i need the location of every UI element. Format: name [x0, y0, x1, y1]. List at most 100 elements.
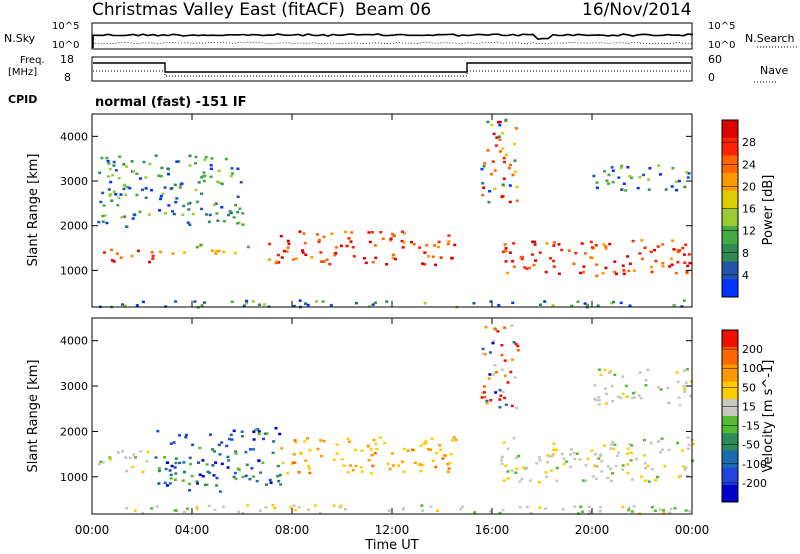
heatmap-cell-1-2 — [429, 448, 432, 451]
heatmap-cell-0-2 — [322, 235, 326, 239]
heatmap-cell-0-4 — [497, 135, 501, 138]
heatmap-cell-1-3 — [480, 391, 484, 395]
heatmap-cell-1-1 — [252, 475, 255, 478]
heatmap-cell-1-1 — [212, 474, 216, 477]
heatmap-cell-1-2 — [351, 468, 355, 472]
y-tick-label: 4000 — [60, 130, 88, 143]
heatmap-cell-1-5 — [656, 385, 660, 389]
velocity-y-axis: 1000 2000 3000 4000 — [60, 335, 692, 484]
heatmap-cell-0-4 — [515, 199, 519, 202]
date-title: 16/Nov/2014 — [582, 0, 692, 20]
heatmap-cell-1-3 — [489, 399, 493, 402]
heatmap-cell-1-1 — [198, 473, 202, 476]
heatmap-cell-0-5 — [208, 213, 212, 217]
heatmap-cell-1-6 — [669, 507, 673, 511]
heatmap-cell-1-1 — [189, 462, 193, 466]
heatmap-cell-1-0 — [145, 460, 149, 463]
heatmap-cell-0-5 — [101, 214, 105, 218]
heatmap-cell-1-4 — [600, 460, 604, 463]
heatmap-cell-1-5 — [639, 396, 643, 400]
heatmap-cell-1-1 — [226, 466, 230, 469]
heatmap-cell-1-6 — [436, 509, 440, 512]
freq-frame — [91, 56, 693, 82]
heatmap-cell-0-7 — [605, 179, 609, 182]
heatmap-cell-1-6 — [125, 507, 128, 510]
heatmap-cell-1-4 — [663, 464, 667, 468]
colorbar-tick-label: -100 — [742, 458, 767, 471]
heatmap-cell-1-5 — [619, 396, 623, 400]
heatmap-cell-1-4 — [514, 456, 518, 460]
heatmap-cell-1-1 — [268, 478, 272, 482]
heatmap-cell-1-6 — [653, 509, 657, 512]
nsearch-label: N.Search — [745, 32, 795, 45]
heatmap-cell-0-3 — [675, 248, 679, 252]
heatmap-cell-0-5 — [159, 194, 163, 198]
colorbar-swatch — [722, 347, 738, 365]
heatmap-cell-1-5 — [659, 388, 663, 391]
heatmap-cell-0-4 — [490, 123, 494, 127]
heatmap-cell-0-3 — [661, 262, 665, 265]
heatmap-cell-0-7 — [636, 186, 640, 190]
heatmap-cell-1-4 — [615, 454, 619, 458]
heatmap-cell-0-3 — [608, 242, 612, 246]
heatmap-cell-0-2 — [370, 231, 374, 234]
heatmap-cell-1-2 — [452, 436, 456, 439]
heatmap-cell-1-4 — [569, 448, 573, 451]
heatmap-cell-0-4 — [504, 118, 508, 122]
colorbar-swatch — [722, 190, 738, 209]
heatmap-cell-0-2 — [325, 258, 329, 261]
heatmap-cell-0-2 — [328, 262, 332, 266]
heatmap-cell-1-1 — [241, 475, 245, 479]
heatmap-cell-1-5 — [603, 368, 607, 372]
heatmap-cell-0-5 — [200, 176, 204, 179]
heatmap-cell-0-6 — [472, 302, 476, 305]
heatmap-cell-0-6 — [672, 304, 676, 307]
heatmap-cell-0-3 — [661, 243, 665, 246]
heatmap-cell-1-5 — [666, 386, 670, 390]
heatmap-cell-0-3 — [525, 267, 529, 270]
y-tick-label: 1000 — [60, 471, 88, 484]
x-tick-label: 20:00 — [575, 523, 610, 537]
heatmap-cell-0-3 — [567, 249, 571, 252]
heatmap-cell-0-6 — [680, 305, 684, 308]
heatmap-cell-0-6 — [489, 300, 493, 303]
heatmap-cell-0-3 — [512, 265, 516, 268]
heatmap-cell-0-5 — [159, 197, 163, 201]
heatmap-cell-1-1 — [206, 470, 210, 474]
heatmap-cell-0-2 — [347, 237, 351, 240]
heatmap-cell-1-1 — [265, 483, 268, 486]
heatmap-cell-1-2 — [308, 471, 312, 475]
heatmap-cell-1-3 — [510, 324, 514, 327]
heatmap-cell-0-5 — [205, 213, 208, 216]
heatmap-cell-0-4 — [486, 149, 490, 152]
heatmap-cell-1-6 — [344, 508, 348, 511]
heatmap-cell-0-5 — [187, 202, 190, 206]
heatmap-cell-0-7 — [607, 173, 611, 177]
heatmap-cell-0-4 — [500, 195, 504, 199]
heatmap-cell-0-5 — [170, 187, 174, 190]
heatmap-cell-1-1 — [245, 463, 249, 466]
heatmap-cell-0-6 — [121, 303, 124, 306]
heatmap-cell-1-1 — [188, 489, 192, 492]
heatmap-cell-0-4 — [490, 173, 493, 176]
heatmap-cell-1-4 — [628, 443, 632, 446]
nave-tick-low: 0 — [708, 71, 715, 84]
heatmap-cell-1-0 — [146, 450, 150, 454]
heatmap-cell-1-4 — [517, 454, 520, 458]
heatmap-cell-1-5 — [676, 380, 680, 384]
heatmap-cell-1-4 — [569, 453, 572, 456]
heatmap-cell-1-4 — [510, 469, 514, 472]
y-tick-label: 3000 — [60, 380, 88, 393]
heatmap-cell-0-0 — [115, 252, 119, 255]
heatmap-cell-1-6 — [627, 508, 631, 512]
heatmap-cell-0-7 — [619, 166, 623, 169]
heatmap-cell-0-2 — [339, 244, 343, 248]
heatmap-cell-1-5 — [599, 373, 603, 377]
heatmap-cell-0-3 — [628, 262, 632, 265]
velocity-y-label: Slant Range [km] — [26, 360, 41, 473]
heatmap-cell-1-1 — [166, 461, 169, 464]
heatmap-cell-0-5 — [210, 157, 214, 160]
heatmap-cell-1-4 — [643, 462, 647, 465]
heatmap-cell-0-5 — [214, 202, 218, 205]
